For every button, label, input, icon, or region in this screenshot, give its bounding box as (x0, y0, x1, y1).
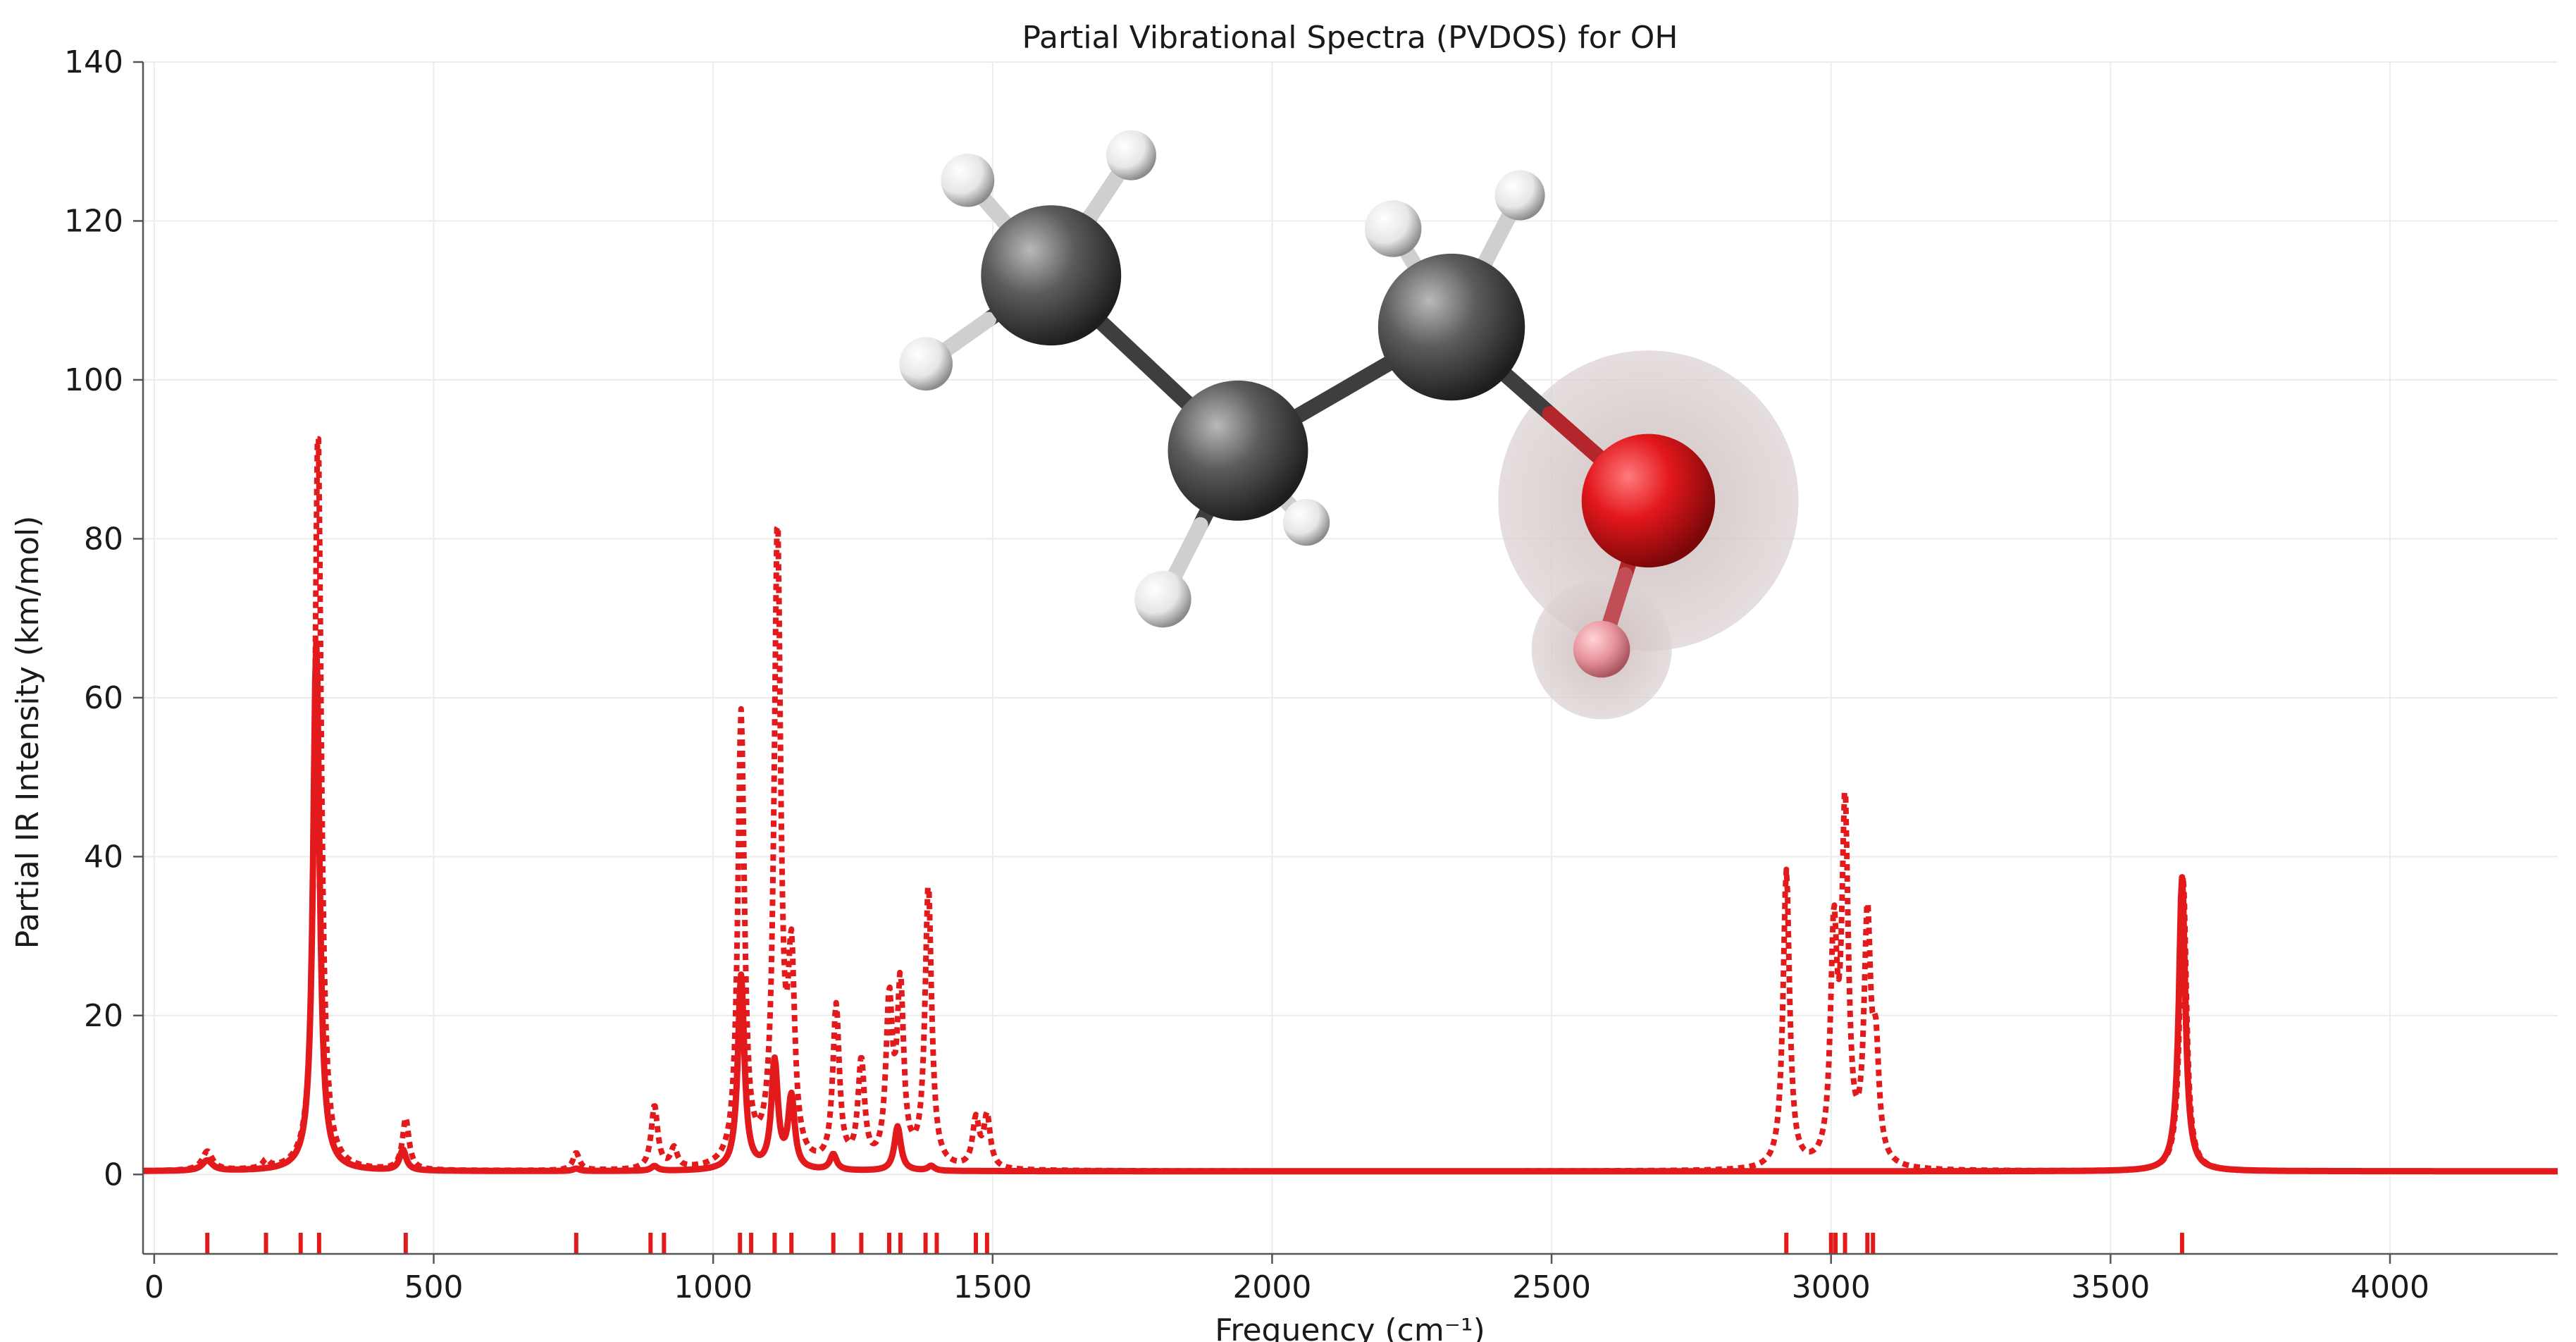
total-ir-series-line (141, 436, 2560, 1174)
y-tick-label: 140 (64, 44, 123, 80)
carbon-atom (1168, 380, 1308, 521)
axes (142, 62, 2558, 1255)
y-axis-ticks: 0 20 40 60 80 100 120 140 (64, 44, 143, 1193)
x-axis-ticks: 0 500 1000 1500 2000 2500 3000 3500 4000 (144, 1254, 2429, 1305)
hydrogen-atom (941, 153, 995, 207)
y-axis-label: Partial IR Intensity (km/mol) (10, 516, 46, 949)
x-tick-label: 3000 (1792, 1269, 1871, 1305)
y-tick-label: 20 (84, 998, 123, 1034)
hydrogen-atom (899, 337, 953, 391)
x-tick-label: 4000 (2351, 1269, 2429, 1305)
oxygen-atom (1581, 433, 1716, 568)
x-tick-label: 3500 (2071, 1269, 2150, 1305)
y-tick-label: 80 (84, 521, 123, 557)
x-tick-label: 2000 (1232, 1269, 1311, 1305)
partial-ir-series-line (141, 639, 2560, 1175)
x-tick-label: 2500 (1512, 1269, 1591, 1305)
hydrogen-atom (1364, 200, 1422, 257)
hydrogen-atom (1494, 170, 1545, 221)
x-tick-label: 1500 (953, 1269, 1032, 1305)
frequency-rug (205, 1233, 2184, 1253)
y-tick-label: 40 (84, 839, 123, 875)
hydrogen-atom (1134, 570, 1191, 628)
x-tick-label: 1000 (674, 1269, 753, 1305)
x-tick-label: 500 (404, 1269, 464, 1305)
grid (143, 61, 2558, 1254)
y-tick-label: 0 (104, 1157, 123, 1193)
y-tick-label: 100 (64, 362, 123, 398)
propanol-molecule-image (899, 130, 1799, 720)
x-tick-label: 0 (144, 1269, 164, 1305)
hydrogen-atom (1282, 498, 1330, 546)
chart-title: Partial Vibrational Spectra (PVDOS) for … (1022, 20, 1678, 56)
hydroxyl-hydrogen-atom (1573, 620, 1630, 678)
y-tick-label: 60 (84, 680, 123, 716)
x-axis-label: Frequency (cm⁻¹) (1215, 1312, 1485, 1342)
series-layer (141, 436, 2560, 1175)
carbon-atom (981, 205, 1122, 346)
carbon-atom (1377, 253, 1525, 401)
y-tick-label: 120 (64, 203, 123, 239)
hydrogen-atom (1106, 130, 1156, 180)
